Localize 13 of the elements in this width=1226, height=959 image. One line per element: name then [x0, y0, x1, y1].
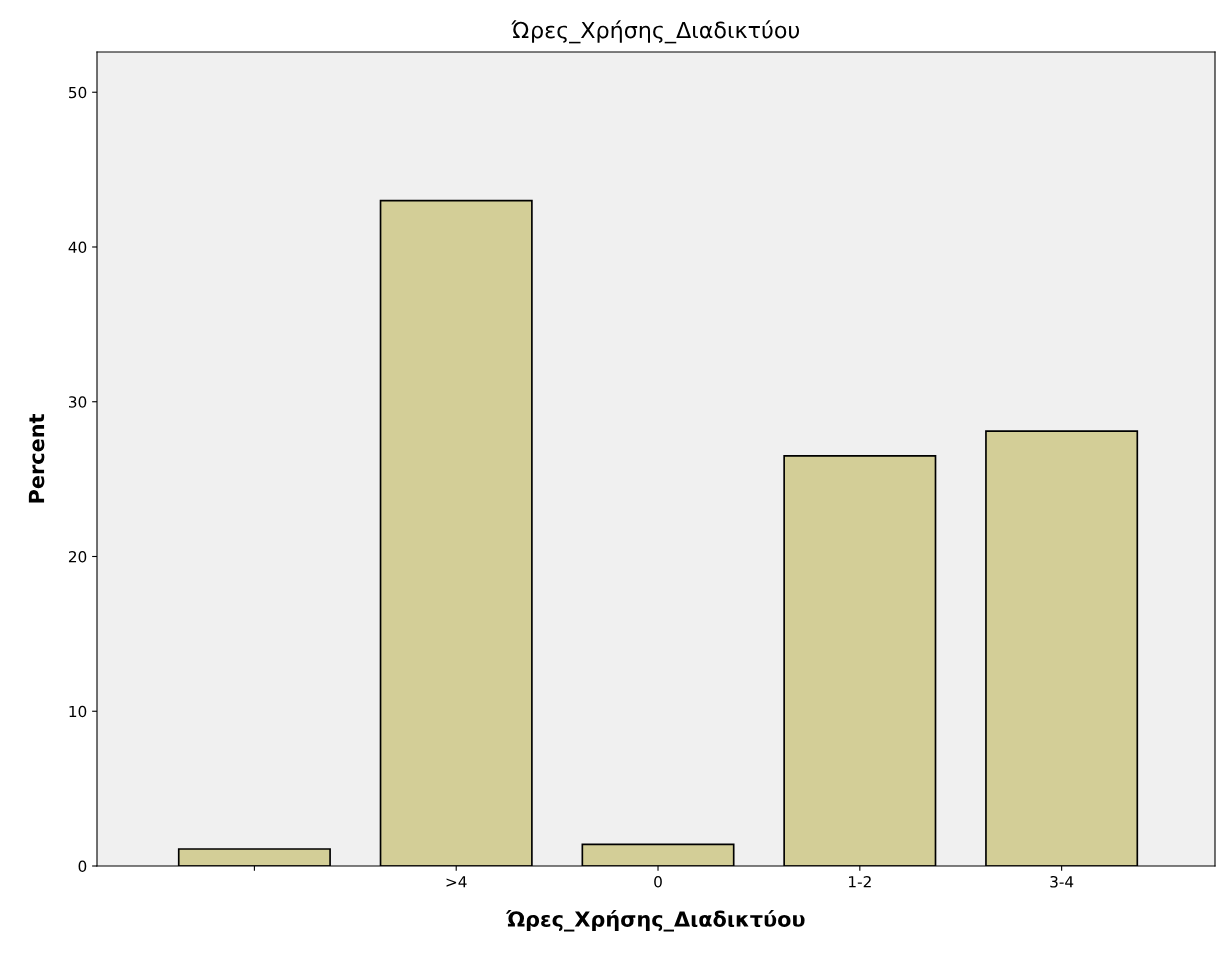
y-tick-label: 20 — [68, 550, 87, 563]
y-tick-label: 40 — [68, 241, 87, 254]
x-tick-label: 0 — [654, 875, 662, 888]
x-tick-label: >4 — [446, 876, 467, 888]
y-tick-label: 30 — [69, 396, 87, 408]
x-axis-title: Ώρες_Χρήσης_Διαδικτύου — [505, 909, 805, 932]
chart-title: Ώρες_Χρήσης_Διαδικτύου — [511, 20, 800, 44]
y-tick-label: 10 — [69, 705, 87, 718]
x-tick-label: 1-2 — [849, 875, 871, 888]
y-tick-label: 50 — [69, 86, 87, 99]
x-tick-label: 3-4 — [1050, 875, 1074, 888]
y-axis-title: Percent — [28, 414, 45, 503]
y-tick-label: 0 — [78, 860, 87, 873]
